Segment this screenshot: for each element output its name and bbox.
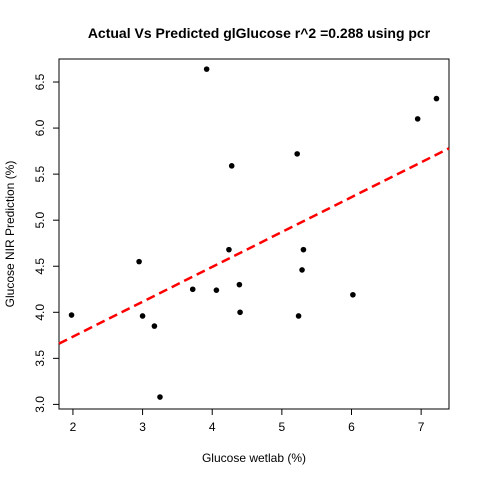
x-tick-label: 2 xyxy=(70,420,77,434)
y-axis-label: Glucose NIR Prediction (%) xyxy=(3,161,17,308)
regression-line-group xyxy=(58,147,450,345)
y-axis: 3.0 3.5 4.0 4.5 5.0 5.5 6.0 6.5 xyxy=(33,73,59,413)
data-point xyxy=(189,286,196,293)
data-point xyxy=(151,323,158,329)
data-point xyxy=(157,394,163,400)
y-tick-label: 6.0 xyxy=(33,119,47,136)
y-tick-label: 3.0 xyxy=(33,396,47,413)
data-point xyxy=(350,291,356,298)
data-point xyxy=(68,312,75,318)
x-axis: 2 3 4 5 6 7 xyxy=(70,409,425,434)
plot-frame xyxy=(58,58,450,410)
y-tick-label: 4.5 xyxy=(33,258,47,275)
data-point xyxy=(236,281,243,288)
x-tick-label: 4 xyxy=(209,420,216,434)
data-point xyxy=(136,258,142,265)
data-point xyxy=(300,246,307,253)
x-axis-label: Glucose wetlab (%) xyxy=(202,451,306,465)
y-tick-label: 5.5 xyxy=(33,165,47,182)
x-tick-label: 3 xyxy=(139,420,146,434)
data-point xyxy=(299,267,305,273)
y-tick-label: 3.5 xyxy=(33,350,47,367)
data-point xyxy=(294,151,300,157)
data-point xyxy=(295,313,302,319)
data-point xyxy=(237,309,243,316)
chart-title: Actual Vs Predicted glGlucose r^2 =0.288… xyxy=(88,25,431,41)
y-tick-label: 6.5 xyxy=(33,73,47,90)
x-tick-label: 5 xyxy=(279,420,286,434)
regression-line xyxy=(58,147,450,345)
data-point xyxy=(139,313,146,319)
x-tick-label: 7 xyxy=(418,420,425,434)
y-tick-label: 5.0 xyxy=(33,212,47,229)
data-point xyxy=(414,116,421,122)
x-tick-label: 6 xyxy=(348,420,355,434)
data-point xyxy=(226,246,232,253)
data-point xyxy=(203,66,210,72)
data-point xyxy=(228,163,235,169)
data-point xyxy=(433,95,440,102)
y-tick-label: 4.0 xyxy=(33,304,47,321)
data-point xyxy=(213,287,220,293)
data-points xyxy=(68,66,440,400)
